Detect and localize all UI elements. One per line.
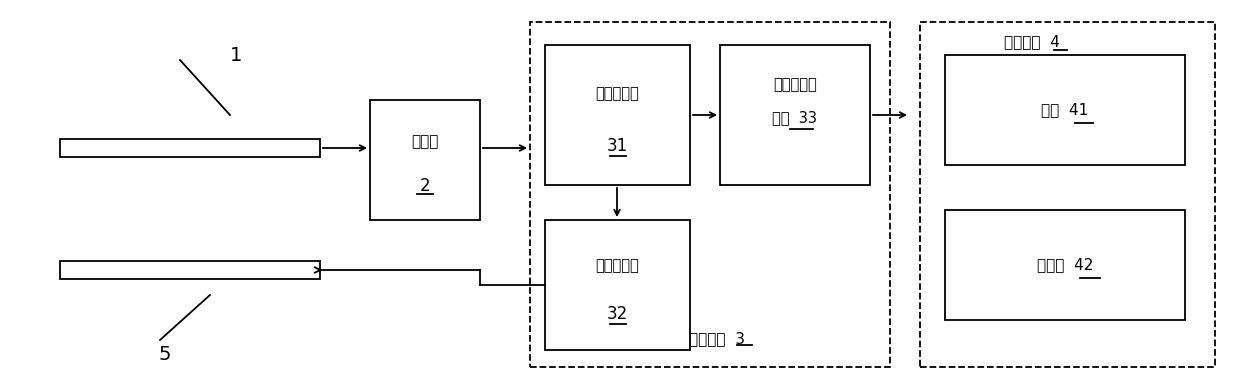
Bar: [546, 220, 689, 350]
Text: 滤波器: 滤波器: [412, 135, 439, 149]
Text: 报警控制子: 报警控制子: [773, 77, 817, 92]
Bar: [370, 100, 480, 220]
Bar: [720, 45, 870, 185]
Text: 5: 5: [159, 345, 171, 364]
Text: 判断子模块: 判断子模块: [595, 86, 640, 102]
Bar: [945, 55, 1185, 165]
Text: 调节子模块: 调节子模块: [595, 258, 640, 273]
Text: 模块  33: 模块 33: [773, 110, 817, 125]
Text: 控制模块  3: 控制模块 3: [689, 331, 745, 347]
Text: 32: 32: [606, 305, 629, 322]
Bar: [945, 210, 1185, 320]
Text: 喇叭  41: 喇叭 41: [1042, 102, 1089, 117]
Bar: [60, 139, 320, 157]
Bar: [529, 22, 890, 367]
Bar: [60, 261, 320, 279]
Bar: [920, 22, 1215, 367]
Bar: [546, 45, 689, 185]
Text: 指示灯  42: 指示灯 42: [1037, 258, 1094, 273]
Text: 31: 31: [606, 137, 629, 155]
Text: 报警系统  4: 报警系统 4: [1004, 35, 1060, 49]
Text: 1: 1: [229, 46, 242, 65]
Text: 2: 2: [419, 177, 430, 195]
